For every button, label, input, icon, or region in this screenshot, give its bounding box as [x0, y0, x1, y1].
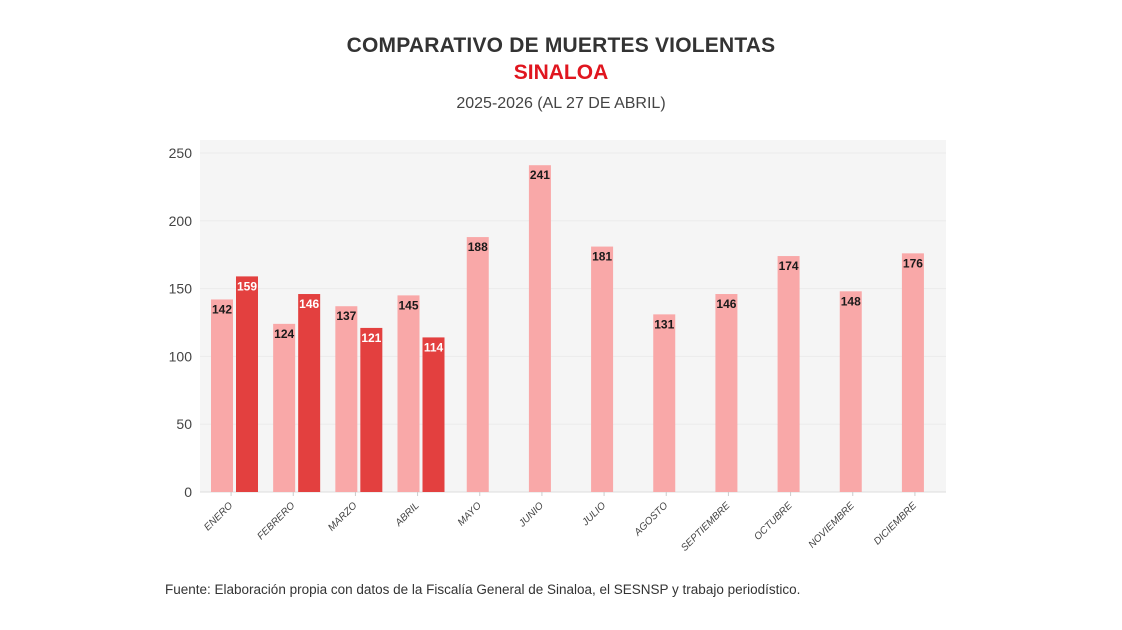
y-tick-label: 100: [169, 348, 193, 364]
data-label: 159: [237, 279, 257, 293]
bars: [211, 165, 924, 493]
data-label: 181: [592, 250, 612, 264]
bar-2025-mayo: [466, 237, 489, 492]
bar-2025-junio: [528, 165, 551, 493]
x-tick-label: JUNIO: [516, 500, 546, 530]
data-label: 121: [361, 331, 381, 345]
bar-2025-diciembre: [901, 253, 924, 492]
bar-2026-marzo: [360, 327, 383, 492]
plot-background: [200, 140, 946, 492]
x-tick-label: MARZO: [326, 500, 359, 533]
chart-title: COMPARATIVO DE MUERTES VIOLENTAS: [346, 34, 776, 57]
bar-2026-abril: [422, 337, 445, 492]
bar-2025-octubre: [777, 256, 800, 492]
y-tick-label: 50: [176, 416, 192, 432]
bar-2026-enero: [236, 276, 258, 492]
chart-subtitle: SINALOA: [513, 61, 609, 84]
x-tick-label: FEBRERO: [255, 500, 297, 542]
bar-2025-septiembre: [715, 294, 738, 492]
x-tick-label: ABRIL: [393, 500, 422, 529]
bar-2025-enero: [211, 299, 233, 492]
data-labels: 142 159 124 146 137 121 145 114 188 241 181 131 146 1…: [212, 168, 923, 354]
data-label: 131: [654, 317, 674, 331]
data-label: 148: [841, 294, 861, 308]
bar-2025-febrero: [273, 323, 296, 492]
x-tick-label: AGOSTO: [632, 500, 671, 539]
chart-period: 2025-2026 (AL 27 DE ABRIL): [456, 95, 666, 112]
x-tick-label: NOVIEMBRE: [807, 500, 857, 550]
data-label: 124: [274, 327, 294, 341]
y-tick-label: 150: [169, 281, 193, 297]
x-tick-label: JULIO: [580, 500, 609, 529]
x-tick-label: DICIEMBRE: [872, 500, 919, 547]
data-label: 174: [779, 259, 799, 273]
data-label: 188: [468, 240, 488, 254]
x-axis: ENERO FEBRERO MARZO ABRIL MAYO JUNIO JULIO AGOS…: [202, 492, 919, 554]
x-tick-label: MAYO: [456, 500, 484, 528]
data-label: 146: [716, 297, 736, 311]
bar-2026-febrero: [298, 294, 321, 492]
x-tick-label: SEPTIEMBRE: [679, 500, 733, 554]
y-tick-label: 200: [169, 213, 193, 229]
bar-2025-julio: [591, 246, 614, 492]
bar-2025-marzo: [335, 306, 358, 492]
data-label: 241: [530, 168, 550, 182]
x-tick-label: ENERO: [202, 500, 235, 533]
data-label: 114: [424, 340, 444, 354]
data-label: 142: [212, 302, 232, 316]
y-axis: 0 50 100 150 200 250: [169, 145, 193, 500]
bar-2025-noviembre: [839, 291, 862, 492]
y-tick-label: 250: [169, 145, 193, 161]
gridlines: [200, 152, 946, 493]
bar-2025-agosto: [653, 314, 676, 492]
data-label: 176: [903, 256, 923, 270]
y-tick-label: 0: [184, 484, 192, 500]
data-label: 145: [398, 298, 418, 312]
x-tick-label: OCTUBRE: [752, 500, 795, 543]
source-note: Fuente: Elaboración propia con datos de …: [165, 582, 801, 597]
data-label: 137: [336, 309, 356, 323]
bar-2025-abril: [397, 295, 420, 492]
data-label: 146: [299, 297, 319, 311]
